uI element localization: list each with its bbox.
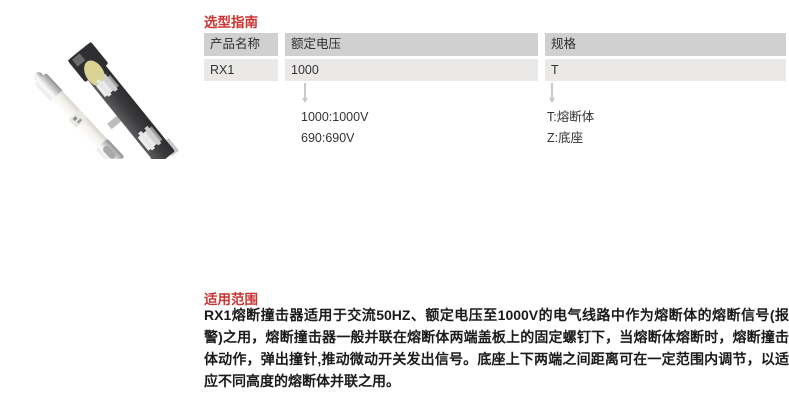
col-header-spec: 规格: [545, 33, 786, 56]
voltage-option: 1000:1000V: [301, 110, 369, 124]
arrow-down-icon: [548, 83, 555, 103]
voltage-options: 1000:1000V 690:690V: [301, 107, 368, 149]
section-title-application-scope: 适用范围: [204, 292, 258, 307]
spec-option: T:熔断体: [547, 110, 595, 124]
fuse-base-image: [68, 42, 179, 159]
spec-option: Z:底座: [547, 131, 584, 145]
cell-rated-voltage: 1000: [285, 59, 538, 81]
cell-spec: T: [545, 59, 786, 81]
voltage-option: 690:690V: [301, 131, 355, 145]
cell-product-name: RX1: [204, 59, 278, 81]
application-scope-text: RX1熔断撞击器适用于交流50HZ、额定电压至1000V的电气线路中作为熔断体的…: [204, 307, 789, 389]
col-header-rated-voltage: 额定电压: [285, 33, 538, 56]
col-header-product-name: 产品名称: [204, 33, 278, 56]
spec-options: T:熔断体 Z:底座: [547, 107, 594, 149]
fuse-striker-image: [34, 72, 124, 159]
product-photo: [34, 42, 179, 159]
section-title-selection-guide: 选型指南: [204, 15, 258, 30]
arrow-down-icon: [301, 83, 308, 103]
